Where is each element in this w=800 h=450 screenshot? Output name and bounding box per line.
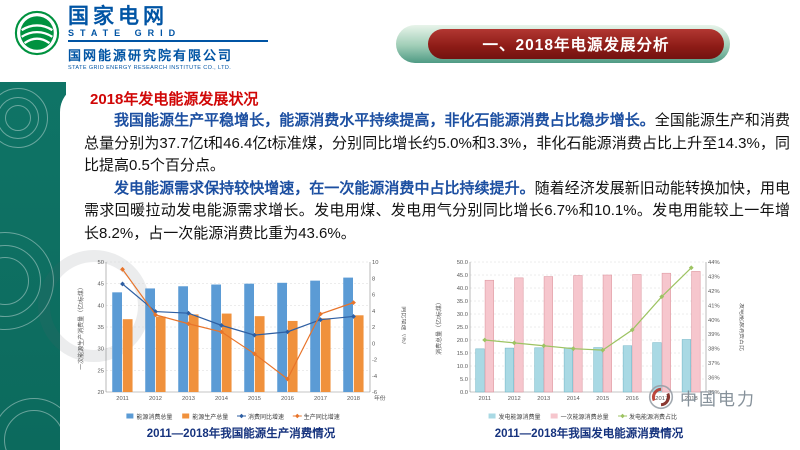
- ring-decoration: [0, 398, 66, 450]
- svg-text:-4: -4: [372, 374, 378, 380]
- svg-text:45.0: 45.0: [457, 273, 468, 279]
- svg-text:2016: 2016: [281, 396, 294, 402]
- svg-text:发电能源消费占比: 发电能源消费占比: [629, 413, 677, 421]
- section-banner: 一、2018年电源发展分析: [396, 25, 730, 63]
- svg-text:2014: 2014: [215, 396, 229, 402]
- svg-text:40.0: 40.0: [457, 286, 468, 292]
- body-text: 我国能源生产平稳增长，能源消费水平持续提高，非化石能源消费占比稳步增长。全国能源…: [84, 110, 790, 245]
- svg-text:40: 40: [98, 303, 104, 309]
- svg-text:消费同比增速: 消费同比增速: [248, 413, 284, 421]
- svg-text:35%: 35%: [708, 390, 720, 396]
- svg-text:发电能源消费占比: 发电能源消费占比: [738, 303, 744, 351]
- svg-text:能源消费总量: 能源消费总量: [136, 413, 172, 421]
- svg-text:2014: 2014: [567, 396, 581, 402]
- svg-text:2015: 2015: [248, 396, 261, 402]
- svg-text:2018: 2018: [347, 396, 360, 402]
- energy-production-consumption-chart: 20 25 30 35 40 45 50 -6 -4 -2 0 2 4 6 8 10 2011 2012 2013 2…: [77, 260, 406, 421]
- content-panel: 2018年发电能源发展状况 我国能源生产平稳增长，能源消费水平持续提高，非化石能…: [38, 84, 800, 450]
- brand-text: 国家电网 STATE GRID 国网能源研究院有限公司 STATE GRID E…: [68, 5, 268, 72]
- svg-text:5.0: 5.0: [460, 377, 468, 383]
- watermark: 中国电力: [648, 384, 756, 410]
- section-title: 一、2018年电源发展分析: [428, 29, 724, 59]
- watermark-text: 中国电力: [680, 389, 756, 409]
- svg-text:20: 20: [98, 390, 104, 396]
- svg-text:25.0: 25.0: [457, 325, 468, 331]
- svg-text:-2: -2: [372, 358, 377, 364]
- svg-text:2013: 2013: [537, 396, 550, 402]
- svg-text:39%: 39%: [708, 332, 720, 338]
- svg-text:2015: 2015: [596, 396, 609, 402]
- header: 国家电网 STATE GRID 国网能源研究院有限公司 STATE GRID E…: [0, 0, 800, 84]
- svg-text:15.0: 15.0: [457, 351, 468, 357]
- svg-text:4: 4: [372, 309, 376, 315]
- svg-text:41%: 41%: [708, 303, 720, 309]
- org-name-en: STATE GRID ENERGY RESEARCH INSTITUTE CO.…: [68, 65, 232, 72]
- svg-text:50.0: 50.0: [457, 260, 468, 266]
- paragraph-2: 发电能源需求保持较快增速，在一次能源消费中占比持续提升。随着经济发展新旧动能转换…: [84, 178, 790, 246]
- svg-text:40%: 40%: [708, 318, 720, 324]
- ring-decoration: [5, 105, 31, 131]
- brand-block: 国家电网 STATE GRID 国网能源研究院有限公司 STATE GRID E…: [14, 5, 268, 72]
- paragraph-2-rest: 随着经济发展新旧动能转换加快，用电需求回暖拉动发电能源需求增长。发电用煤、发电用…: [84, 179, 790, 242]
- chart-energy-production-consumption: 20 25 30 35 40 45 50 -6 -4 -2 0 2 4 6 8 10 2011 2012 2013 2…: [76, 256, 406, 441]
- svg-text:38%: 38%: [708, 347, 720, 353]
- power-generation-energy-chart: 0.0 5.0 10.0 15.0 20.0 25.0 30.0 35.0 40.0 45.0 50…: [435, 260, 744, 421]
- svg-text:45: 45: [98, 282, 104, 288]
- svg-text:2: 2: [372, 325, 375, 331]
- paragraph-1-lead: 我国能源生产平稳增长，能源消费水平持续提高，非化石能源消费占比稳步增长。: [114, 112, 655, 129]
- svg-text:35.0: 35.0: [457, 299, 468, 305]
- brand-name-cn: 国家电网: [68, 5, 168, 28]
- charts-row: 20 25 30 35 40 45 50 -6 -4 -2 0 2 4 6 8 10 2011 2012 2013 2…: [76, 256, 744, 441]
- svg-text:-6: -6: [372, 390, 377, 396]
- svg-text:能源生产总量: 能源生产总量: [192, 413, 228, 421]
- svg-text:43%: 43%: [708, 274, 720, 280]
- svg-text:42%: 42%: [708, 289, 720, 295]
- svg-text:30: 30: [98, 347, 104, 353]
- svg-text:36%: 36%: [708, 376, 720, 382]
- brand-top: 国家电网 STATE GRID: [68, 5, 268, 43]
- svg-text:37%: 37%: [708, 361, 720, 367]
- svg-text:44%: 44%: [708, 260, 720, 266]
- svg-text:2011: 2011: [116, 396, 128, 402]
- svg-text:一次能源生产消费量（亿t标煤）: 一次能源生产消费量（亿t标煤）: [77, 284, 85, 370]
- chart-power-generation-energy: 0.0 5.0 10.0 15.0 20.0 25.0 30.0 35.0 40.0 45.0 50…: [434, 256, 744, 441]
- svg-text:2017: 2017: [314, 396, 327, 402]
- paragraph-1-rest: 全国能源生产和消费总量分别为37.7亿t和46.4亿t标准煤，分别同比增长约5.…: [84, 112, 790, 174]
- china-power-logo-icon: [648, 384, 674, 410]
- svg-text:同比增速（%）: 同比增速（%）: [400, 306, 406, 347]
- svg-text:30.0: 30.0: [457, 312, 468, 318]
- svg-text:发电能源消费量: 发电能源消费量: [499, 413, 541, 421]
- svg-text:25: 25: [98, 368, 104, 374]
- svg-text:年份: 年份: [374, 394, 386, 402]
- content-heading: 2018年发电能源发展状况: [90, 91, 259, 108]
- svg-text:2017: 2017: [655, 396, 668, 402]
- svg-text:2016: 2016: [626, 396, 639, 402]
- svg-text:2012: 2012: [149, 396, 162, 402]
- svg-text:2011: 2011: [479, 396, 491, 402]
- svg-text:10: 10: [372, 260, 378, 266]
- svg-text:8: 8: [372, 276, 375, 282]
- svg-text:50: 50: [98, 260, 104, 266]
- paragraph-2-lead: 发电能源需求保持较快增速，在一次能源消费中占比持续提升。: [114, 179, 535, 197]
- svg-text:消费总量（亿t标煤）: 消费总量（亿t标煤）: [435, 299, 443, 355]
- svg-text:10.0: 10.0: [457, 364, 468, 370]
- svg-text:2012: 2012: [508, 396, 521, 402]
- chart-1-caption: 2011—2018年我国能源生产消费情况: [146, 428, 336, 440]
- svg-text:35: 35: [98, 325, 104, 331]
- svg-text:生产同比增速: 生产同比增速: [304, 413, 340, 421]
- org-name-cn: 国网能源研究院有限公司: [68, 48, 234, 64]
- state-grid-logo-icon: [14, 10, 60, 56]
- svg-text:20.0: 20.0: [457, 338, 468, 344]
- chart-2-caption: 2011—2018年我国发电能源消费情况: [494, 428, 684, 440]
- svg-text:2018: 2018: [685, 396, 698, 402]
- paragraph-1: 我国能源生产平稳增长，能源消费水平持续提高，非化石能源消费占比稳步增长。全国能源…: [84, 110, 790, 178]
- svg-text:0: 0: [372, 341, 375, 347]
- svg-text:0.0: 0.0: [460, 390, 468, 396]
- brand-name-en: STATE GRID: [68, 28, 182, 39]
- svg-text:6: 6: [372, 293, 375, 299]
- svg-text:2013: 2013: [182, 396, 195, 402]
- svg-text:一次能源消费总量: 一次能源消费总量: [561, 413, 609, 421]
- ring-decoration: [0, 97, 39, 139]
